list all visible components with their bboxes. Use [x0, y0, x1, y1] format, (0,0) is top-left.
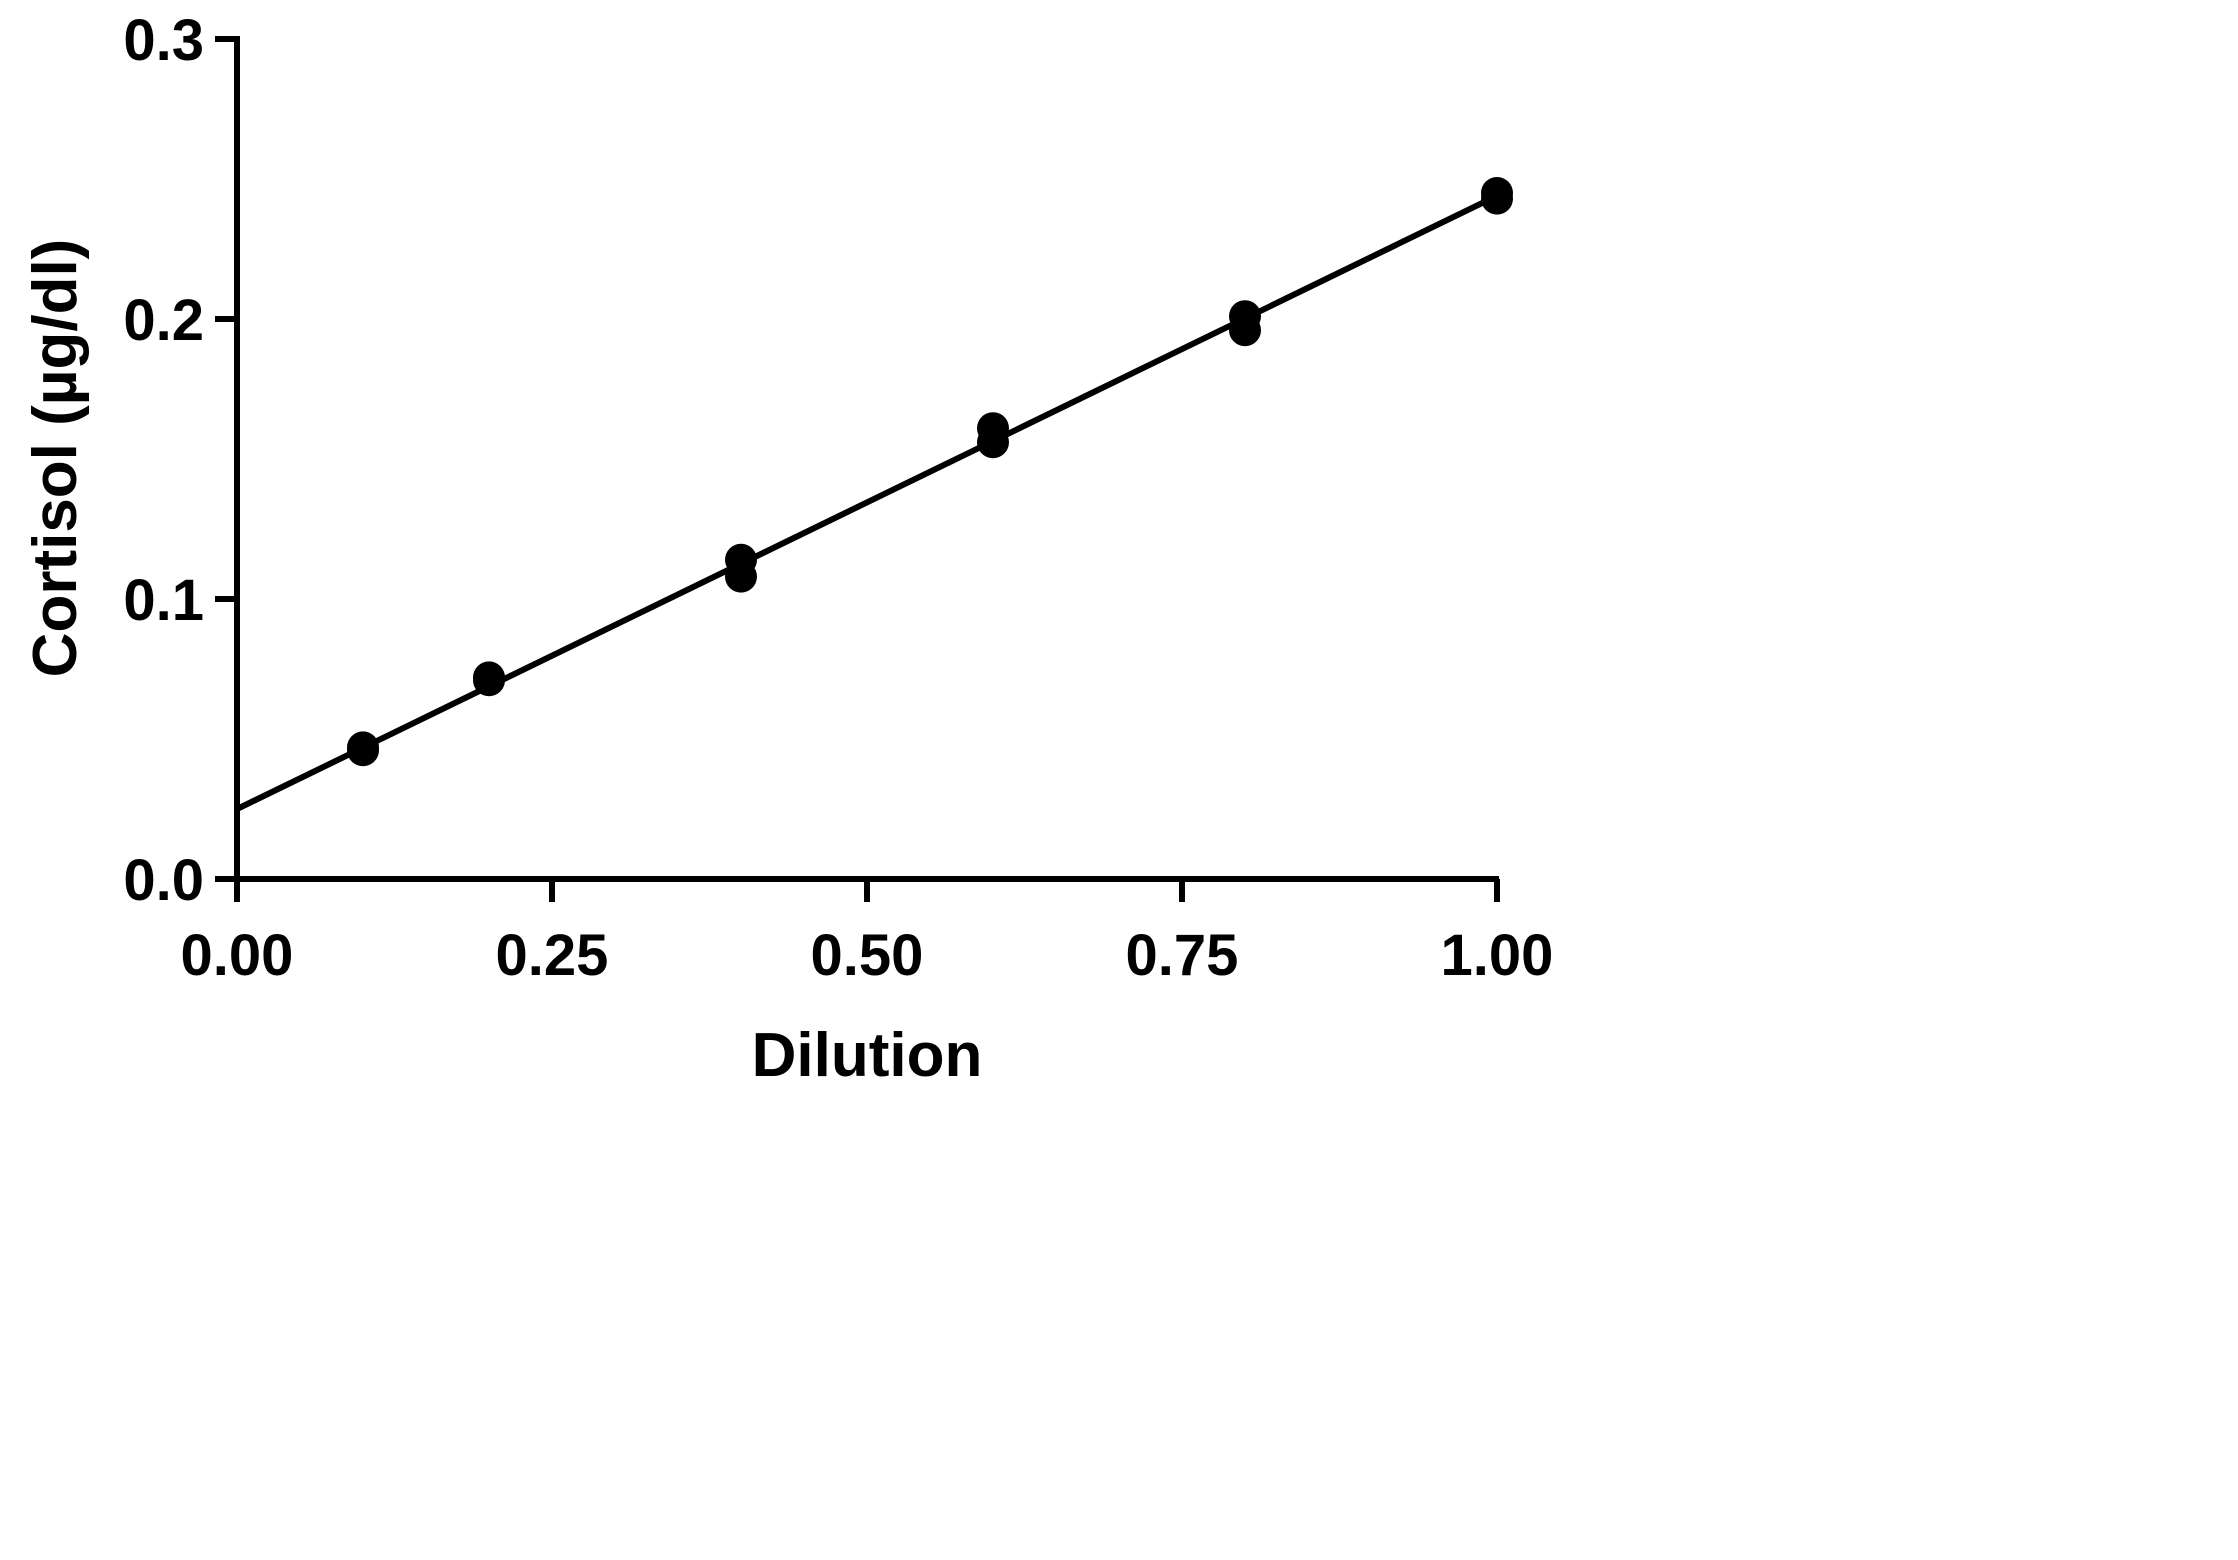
- fit-line: [235, 193, 1499, 812]
- x-ticks: 0.00 0.25 0.50 0.75 1.00: [181, 879, 1554, 988]
- x-tick-label: 0.00: [181, 923, 294, 988]
- data-point: [1229, 300, 1261, 333]
- fit-line-group: [235, 193, 1499, 812]
- x-tick-label: 0.50: [811, 923, 924, 988]
- data-point: [725, 543, 757, 576]
- x-axis-title: Dilution: [752, 1021, 983, 1090]
- data-point: [347, 731, 379, 764]
- y-tick-label: 0.2: [123, 288, 204, 353]
- x-tick-label: 1.00: [1441, 923, 1554, 988]
- y-tick-label: 0.1: [123, 568, 204, 633]
- scatter-plot: 0.0 0.1 0.2 0.3 0.00 0.25 0.50 0.75 1.00 Diluti…: [21, 8, 1554, 1090]
- x-tick-label: 0.25: [496, 923, 609, 988]
- y-ticks: 0.0 0.1 0.2 0.3: [123, 8, 237, 913]
- axes: [234, 36, 1499, 882]
- data-points: [347, 177, 1513, 767]
- data-point: [473, 661, 505, 694]
- data-point: [1481, 177, 1513, 209]
- y-tick-label: 0.0: [123, 848, 204, 913]
- x-tick-label: 0.75: [1126, 923, 1239, 988]
- y-axis-title: Cortisol (µg/dl): [21, 239, 90, 678]
- data-point: [977, 412, 1009, 445]
- chart: 0.0 0.1 0.2 0.3 0.00 0.25 0.50 0.75 1.00 Diluti…: [0, 0, 1568, 1095]
- y-tick-label: 0.3: [123, 8, 204, 73]
